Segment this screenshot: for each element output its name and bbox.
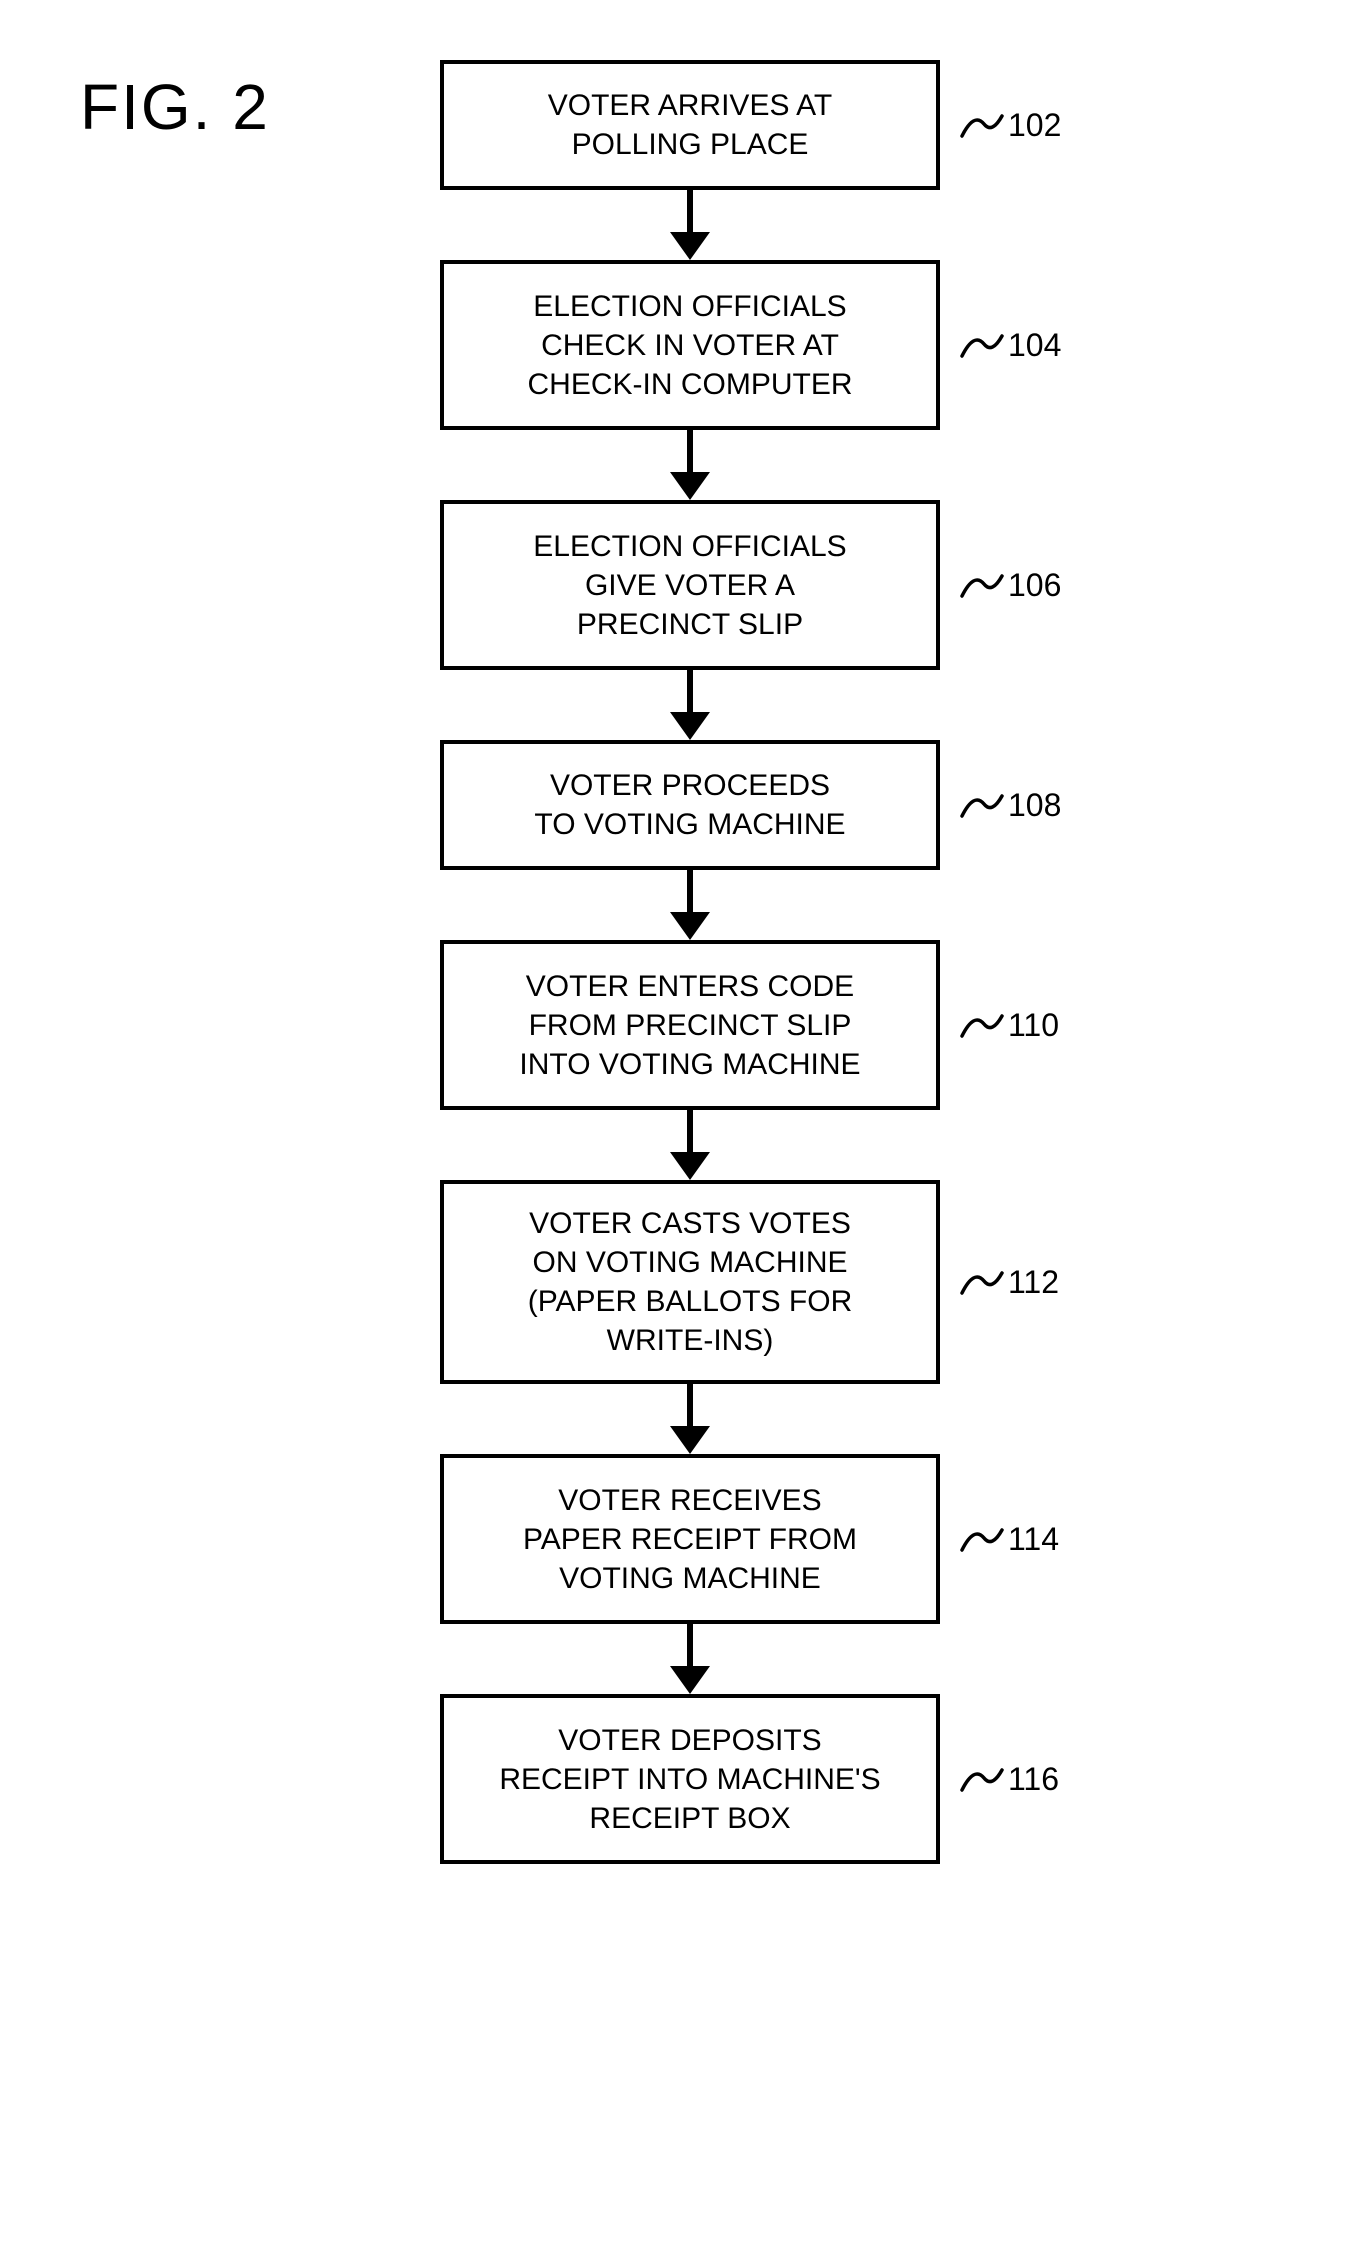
reference-label: 104 xyxy=(960,327,1061,364)
reference-number: 102 xyxy=(1008,107,1061,144)
reference-label: 108 xyxy=(960,787,1061,824)
figure-title: FIG. 2 xyxy=(80,70,270,144)
flowchart-node: VOTER CASTS VOTES ON VOTING MACHINE (PAP… xyxy=(440,1180,940,1384)
flowchart-step: VOTER RECEIVES PAPER RECEIPT FROM VOTING… xyxy=(440,1454,940,1624)
flowchart-node: VOTER PROCEEDS TO VOTING MACHINE xyxy=(440,740,940,870)
flowchart-node: ELECTION OFFICIALS GIVE VOTER A PRECINCT… xyxy=(440,500,940,670)
flowchart-node: VOTER RECEIVES PAPER RECEIPT FROM VOTING… xyxy=(440,1454,940,1624)
flowchart-node-label: VOTER RECEIVES PAPER RECEIPT FROM VOTING… xyxy=(523,1481,857,1598)
flowchart-node-label: VOTER PROCEEDS TO VOTING MACHINE xyxy=(534,766,845,844)
flowchart-arrow xyxy=(660,1384,720,1454)
reference-number: 110 xyxy=(1008,1007,1059,1044)
flowchart-arrow xyxy=(660,870,720,940)
flowchart-arrow xyxy=(660,1624,720,1694)
flowchart-node-label: VOTER ENTERS CODE FROM PRECINCT SLIP INT… xyxy=(519,967,860,1084)
reference-label: 102 xyxy=(960,107,1061,144)
flowchart-node-label: VOTER CASTS VOTES ON VOTING MACHINE (PAP… xyxy=(528,1204,853,1360)
reference-number: 108 xyxy=(1008,787,1061,824)
flowchart-step: ELECTION OFFICIALS CHECK IN VOTER AT CHE… xyxy=(440,260,940,430)
flowchart-step: VOTER ARRIVES AT POLLING PLACE102 xyxy=(440,60,940,190)
reference-label: 110 xyxy=(960,1007,1059,1044)
flowchart-node-label: VOTER DEPOSITS RECEIPT INTO MACHINE'S RE… xyxy=(499,1721,880,1838)
flowchart-node-label: ELECTION OFFICIALS GIVE VOTER A PRECINCT… xyxy=(533,527,846,644)
reference-number: 104 xyxy=(1008,327,1061,364)
flowchart-arrow xyxy=(660,190,720,260)
flowchart-step: VOTER PROCEEDS TO VOTING MACHINE108 xyxy=(440,740,940,870)
flowchart-step: VOTER ENTERS CODE FROM PRECINCT SLIP INT… xyxy=(440,940,940,1110)
flowchart-arrow xyxy=(660,670,720,740)
flowchart-step: ELECTION OFFICIALS GIVE VOTER A PRECINCT… xyxy=(440,500,940,670)
reference-label: 112 xyxy=(960,1264,1059,1301)
flowchart-arrow xyxy=(660,430,720,500)
reference-number: 116 xyxy=(1008,1761,1059,1798)
flowchart-arrow xyxy=(660,1110,720,1180)
flowchart-node-label: ELECTION OFFICIALS CHECK IN VOTER AT CHE… xyxy=(527,287,852,404)
flowchart-container: VOTER ARRIVES AT POLLING PLACE102 ELECTIO… xyxy=(440,60,940,1864)
flowchart-node: ELECTION OFFICIALS CHECK IN VOTER AT CHE… xyxy=(440,260,940,430)
reference-number: 114 xyxy=(1008,1521,1059,1558)
flowchart-node-label: VOTER ARRIVES AT POLLING PLACE xyxy=(548,86,833,164)
flowchart-step: VOTER DEPOSITS RECEIPT INTO MACHINE'S RE… xyxy=(440,1694,940,1864)
flowchart-node: VOTER ARRIVES AT POLLING PLACE xyxy=(440,60,940,190)
reference-label: 116 xyxy=(960,1761,1059,1798)
reference-label: 114 xyxy=(960,1521,1059,1558)
flowchart-node: VOTER ENTERS CODE FROM PRECINCT SLIP INT… xyxy=(440,940,940,1110)
reference-number: 112 xyxy=(1008,1264,1059,1301)
reference-label: 106 xyxy=(960,567,1061,604)
flowchart-step: VOTER CASTS VOTES ON VOTING MACHINE (PAP… xyxy=(440,1180,940,1384)
flowchart-node: VOTER DEPOSITS RECEIPT INTO MACHINE'S RE… xyxy=(440,1694,940,1864)
reference-number: 106 xyxy=(1008,567,1061,604)
